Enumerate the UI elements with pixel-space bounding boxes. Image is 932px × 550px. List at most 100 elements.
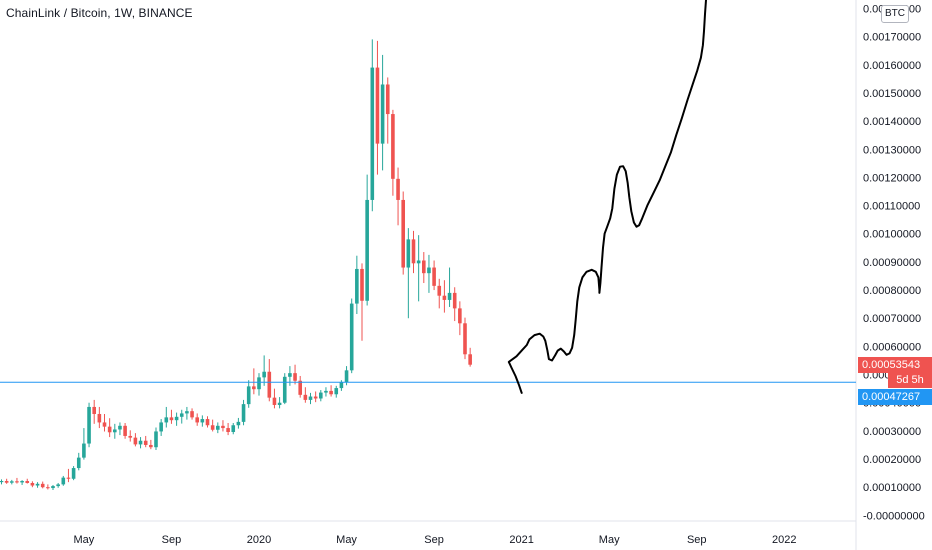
- candle[interactable]: [288, 366, 292, 386]
- candle[interactable]: [380, 54, 385, 171]
- candle[interactable]: [334, 385, 339, 398]
- candle[interactable]: [174, 412, 179, 426]
- candle[interactable]: [123, 422, 127, 439]
- candle[interactable]: [40, 481, 45, 489]
- candle[interactable]: [319, 390, 323, 402]
- candle[interactable]: [355, 255, 359, 315]
- candle[interactable]: [205, 416, 210, 428]
- candle-body: [118, 425, 122, 430]
- candle[interactable]: [252, 368, 256, 395]
- candle[interactable]: [35, 482, 40, 488]
- candle[interactable]: [313, 391, 318, 403]
- candle[interactable]: [432, 260, 436, 291]
- candle[interactable]: [15, 477, 19, 484]
- candle[interactable]: [10, 479, 14, 485]
- candle[interactable]: [221, 420, 225, 432]
- candle[interactable]: [231, 422, 236, 435]
- candle[interactable]: [190, 408, 194, 420]
- candle[interactable]: [66, 468, 71, 483]
- candle[interactable]: [30, 481, 35, 488]
- candle[interactable]: [447, 267, 452, 307]
- candle[interactable]: [396, 167, 400, 226]
- candle[interactable]: [138, 437, 143, 449]
- candle[interactable]: [308, 392, 313, 405]
- candle[interactable]: [324, 387, 328, 397]
- candle[interactable]: [282, 373, 287, 405]
- candle[interactable]: [375, 40, 380, 175]
- candle[interactable]: [257, 373, 261, 396]
- candle[interactable]: [385, 77, 390, 144]
- candle[interactable]: [329, 385, 333, 397]
- candle[interactable]: [107, 418, 112, 438]
- candle[interactable]: [164, 406, 169, 428]
- candle[interactable]: [401, 191, 405, 275]
- candle[interactable]: [262, 355, 266, 386]
- candle[interactable]: [133, 433, 138, 447]
- candle[interactable]: [128, 430, 133, 442]
- candle[interactable]: [118, 422, 122, 436]
- candle-body: [71, 468, 76, 479]
- candle[interactable]: [159, 419, 163, 436]
- candle[interactable]: [46, 484, 50, 490]
- candle[interactable]: [4, 478, 9, 484]
- candle[interactable]: [463, 317, 467, 360]
- candle-body: [411, 239, 416, 264]
- candle[interactable]: [422, 252, 426, 284]
- freehand-drawing[interactable]: [507, 0, 708, 394]
- candle[interactable]: [391, 109, 395, 196]
- candle[interactable]: [406, 228, 411, 319]
- candle[interactable]: [236, 417, 241, 429]
- candle[interactable]: [267, 359, 272, 402]
- candle[interactable]: [370, 39, 375, 212]
- candle[interactable]: [360, 263, 364, 341]
- candle[interactable]: [0, 479, 4, 485]
- candle[interactable]: [437, 278, 442, 309]
- candle[interactable]: [298, 375, 302, 398]
- candle[interactable]: [56, 482, 60, 488]
- candle[interactable]: [442, 280, 447, 313]
- candle[interactable]: [169, 409, 174, 424]
- candle[interactable]: [61, 475, 66, 486]
- candle[interactable]: [349, 298, 354, 374]
- candle[interactable]: [416, 235, 421, 302]
- candle[interactable]: [458, 301, 462, 336]
- candle[interactable]: [468, 347, 472, 367]
- candle[interactable]: [452, 287, 457, 322]
- candle[interactable]: [87, 402, 91, 448]
- candle[interactable]: [200, 415, 205, 427]
- candle[interactable]: [303, 387, 308, 403]
- candle[interactable]: [51, 484, 55, 491]
- candle[interactable]: [25, 478, 30, 484]
- candle[interactable]: [277, 397, 282, 409]
- candle[interactable]: [185, 406, 189, 420]
- candle[interactable]: [195, 413, 199, 426]
- candle[interactable]: [216, 422, 220, 434]
- currency-badge[interactable]: BTC: [881, 5, 909, 23]
- candle[interactable]: [20, 480, 24, 485]
- time-tick-label: May: [336, 534, 357, 546]
- candle[interactable]: [102, 413, 107, 432]
- candle[interactable]: [82, 428, 86, 460]
- candle[interactable]: [76, 452, 81, 471]
- candle[interactable]: [241, 399, 246, 426]
- candle[interactable]: [143, 435, 148, 448]
- candle[interactable]: [272, 388, 277, 409]
- candle-body: [427, 267, 431, 274]
- candle[interactable]: [154, 427, 158, 451]
- candle[interactable]: [411, 230, 416, 274]
- price-tick-label: 0.00090000: [863, 257, 921, 269]
- candle[interactable]: [71, 466, 76, 481]
- candle[interactable]: [97, 406, 102, 429]
- candle[interactable]: [149, 439, 153, 450]
- candle[interactable]: [179, 409, 184, 424]
- candle[interactable]: [246, 380, 251, 408]
- candle[interactable]: [427, 254, 431, 293]
- candle[interactable]: [293, 364, 297, 385]
- candle[interactable]: [113, 423, 117, 439]
- candle[interactable]: [92, 399, 96, 424]
- candle[interactable]: [226, 422, 230, 436]
- candle[interactable]: [365, 174, 369, 306]
- candle[interactable]: [210, 419, 215, 432]
- candle-body: [76, 457, 81, 469]
